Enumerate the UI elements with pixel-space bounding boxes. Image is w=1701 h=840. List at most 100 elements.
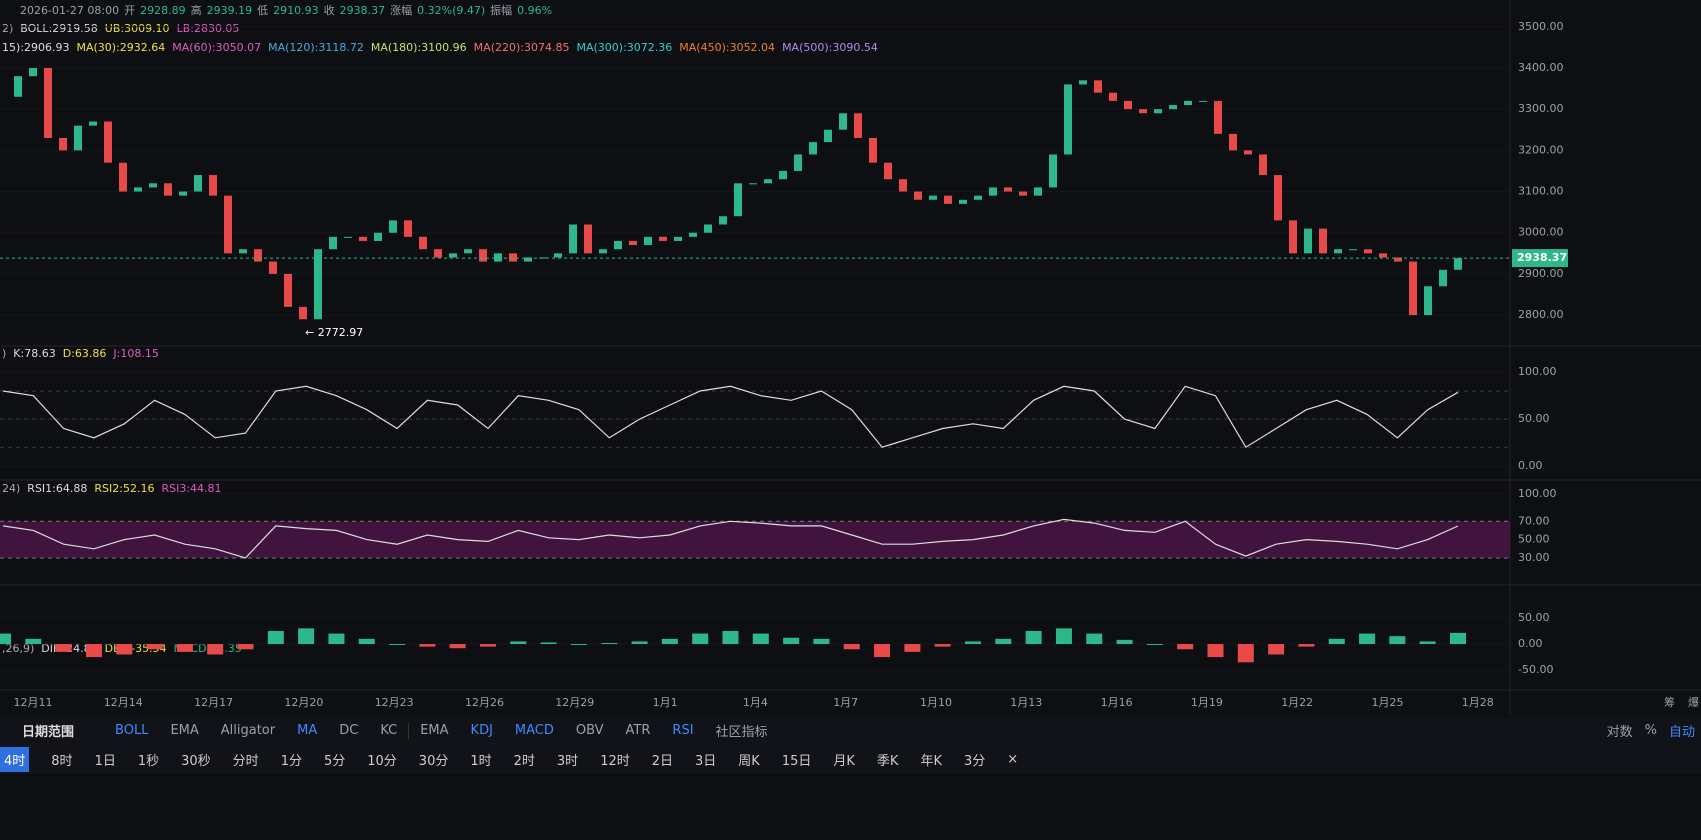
- y-tick-label: 0.00: [1518, 459, 1543, 472]
- indicator-toggle[interactable]: MA: [297, 723, 317, 738]
- interval-button[interactable]: 1时: [470, 750, 491, 769]
- legend-item: D:63.86: [63, 347, 107, 360]
- date-range-button[interactable]: 日期范围: [22, 721, 74, 740]
- interval-button[interactable]: 周K: [738, 750, 760, 769]
- indicator-toggle[interactable]: ATR: [626, 723, 651, 738]
- macd-bar-up: [359, 639, 375, 644]
- candle-up: [794, 154, 802, 170]
- candle-up: [389, 220, 397, 232]
- macd-bar-up: [692, 634, 708, 644]
- indicator-toggle[interactable]: OBV: [576, 723, 604, 738]
- interval-button[interactable]: 1日: [95, 750, 116, 769]
- interval-button[interactable]: 5分: [324, 750, 345, 769]
- interval-button[interactable]: 1分: [281, 750, 302, 769]
- header-close: 2938.37: [340, 4, 386, 17]
- indicator-toggle[interactable]: EMA: [170, 723, 198, 738]
- indicator-toggle[interactable]: RSI: [672, 723, 693, 738]
- interval-button[interactable]: 10分: [367, 750, 397, 769]
- legend-item: UB:3009.10: [105, 22, 170, 35]
- macd-bar-down: [86, 644, 102, 657]
- macd-bar-up: [1329, 639, 1345, 644]
- candle-up: [1064, 84, 1072, 154]
- macd-bar-up: [632, 641, 648, 644]
- interval-button[interactable]: 3时: [557, 750, 578, 769]
- candle-up: [644, 237, 652, 245]
- interval-button[interactable]: 2日: [652, 750, 673, 769]
- interval-button[interactable]: 30分: [419, 750, 449, 769]
- legend-item: BOLL:2919.58: [20, 22, 97, 35]
- legend-item: MA(450):3052.04: [679, 41, 775, 54]
- candle-down: [1229, 134, 1237, 150]
- x-tick-label: 12月23: [375, 696, 414, 709]
- candle-up: [1349, 249, 1357, 250]
- interval-button[interactable]: 12时: [600, 750, 630, 769]
- x-tick-label: 12月14: [104, 696, 143, 709]
- interval-button[interactable]: 8时: [51, 750, 72, 769]
- interval-button[interactable]: 分时: [233, 750, 259, 769]
- interval-button[interactable]: 季K: [877, 750, 899, 769]
- interval-button[interactable]: ×: [1007, 752, 1018, 767]
- macd-bar-up: [965, 641, 981, 644]
- candle-down: [1409, 262, 1417, 316]
- interval-button[interactable]: 2时: [514, 750, 535, 769]
- candle-up: [1154, 109, 1162, 113]
- candle-up: [599, 249, 607, 253]
- macd-bar-down: [1177, 644, 1193, 649]
- indicator-toggle[interactable]: 社区指标: [716, 721, 768, 740]
- candle-down: [419, 237, 427, 249]
- macd-bar-up: [1147, 644, 1163, 645]
- scale-toggle[interactable]: 自动: [1669, 721, 1695, 740]
- header-low_label: 低: [257, 4, 268, 17]
- macd-bar-down: [935, 644, 951, 647]
- scale-toggle[interactable]: 对数: [1607, 721, 1633, 740]
- low-annotation: ← 2772.97: [305, 326, 363, 339]
- y-tick-label: 2800.00: [1518, 308, 1564, 321]
- indicator-toggle[interactable]: BOLL: [115, 723, 148, 738]
- candle-down: [1094, 80, 1102, 92]
- indicator-toggle[interactable]: Alligator: [221, 723, 275, 738]
- candle-down: [659, 237, 667, 241]
- header-close_label: 收: [324, 3, 335, 17]
- candle-up: [134, 187, 142, 191]
- candle-down: [1364, 249, 1372, 253]
- macd-bar-down: [1268, 644, 1284, 654]
- macd-bar-up: [601, 643, 617, 644]
- interval-button[interactable]: 3日: [695, 750, 716, 769]
- candle-down: [509, 253, 517, 261]
- candle-up: [569, 224, 577, 253]
- interval-button[interactable]: 4时: [0, 747, 29, 772]
- indicator-toggle[interactable]: KDJ: [471, 723, 493, 738]
- header-change_label: 涨幅: [390, 4, 412, 17]
- y-tick-label: 100.00: [1518, 487, 1557, 500]
- candle-up: [1454, 258, 1462, 270]
- candle-down: [1274, 175, 1282, 220]
- interval-button[interactable]: 3分: [964, 750, 985, 769]
- candle-up: [779, 171, 787, 179]
- header-change: 0.32%(9.47): [417, 4, 485, 17]
- legend-item: 2): [2, 22, 13, 35]
- scale-toggle[interactable]: %: [1645, 723, 1657, 738]
- indicator-toggle[interactable]: KC: [380, 723, 397, 738]
- y-tick-label: 3200.00: [1518, 143, 1564, 156]
- candle-down: [584, 224, 592, 253]
- interval-button[interactable]: 30秒: [181, 750, 211, 769]
- indicator-toggle[interactable]: MACD: [515, 723, 554, 738]
- legend-item: 15):2906.93: [2, 41, 69, 54]
- header-open_label: 开: [124, 4, 135, 17]
- macd-bar-up: [813, 639, 829, 644]
- interval-button[interactable]: 年K: [920, 750, 942, 769]
- candle-down: [869, 138, 877, 163]
- candle-down: [44, 68, 52, 138]
- y-tick-label: 30.00: [1518, 551, 1550, 564]
- candle-down: [479, 249, 487, 261]
- interval-button[interactable]: 1秒: [138, 750, 159, 769]
- header-datetime: 2026-01-27 08:00: [20, 4, 119, 17]
- x-tick-label: 12月17: [194, 696, 233, 709]
- indicator-toggle[interactable]: DC: [339, 723, 358, 738]
- candle-up: [1334, 249, 1342, 253]
- interval-button[interactable]: 月K: [833, 750, 855, 769]
- y-tick-label: -50.00: [1518, 663, 1553, 676]
- interval-button[interactable]: 15日: [782, 750, 812, 769]
- indicator-toggle[interactable]: EMA: [420, 723, 448, 738]
